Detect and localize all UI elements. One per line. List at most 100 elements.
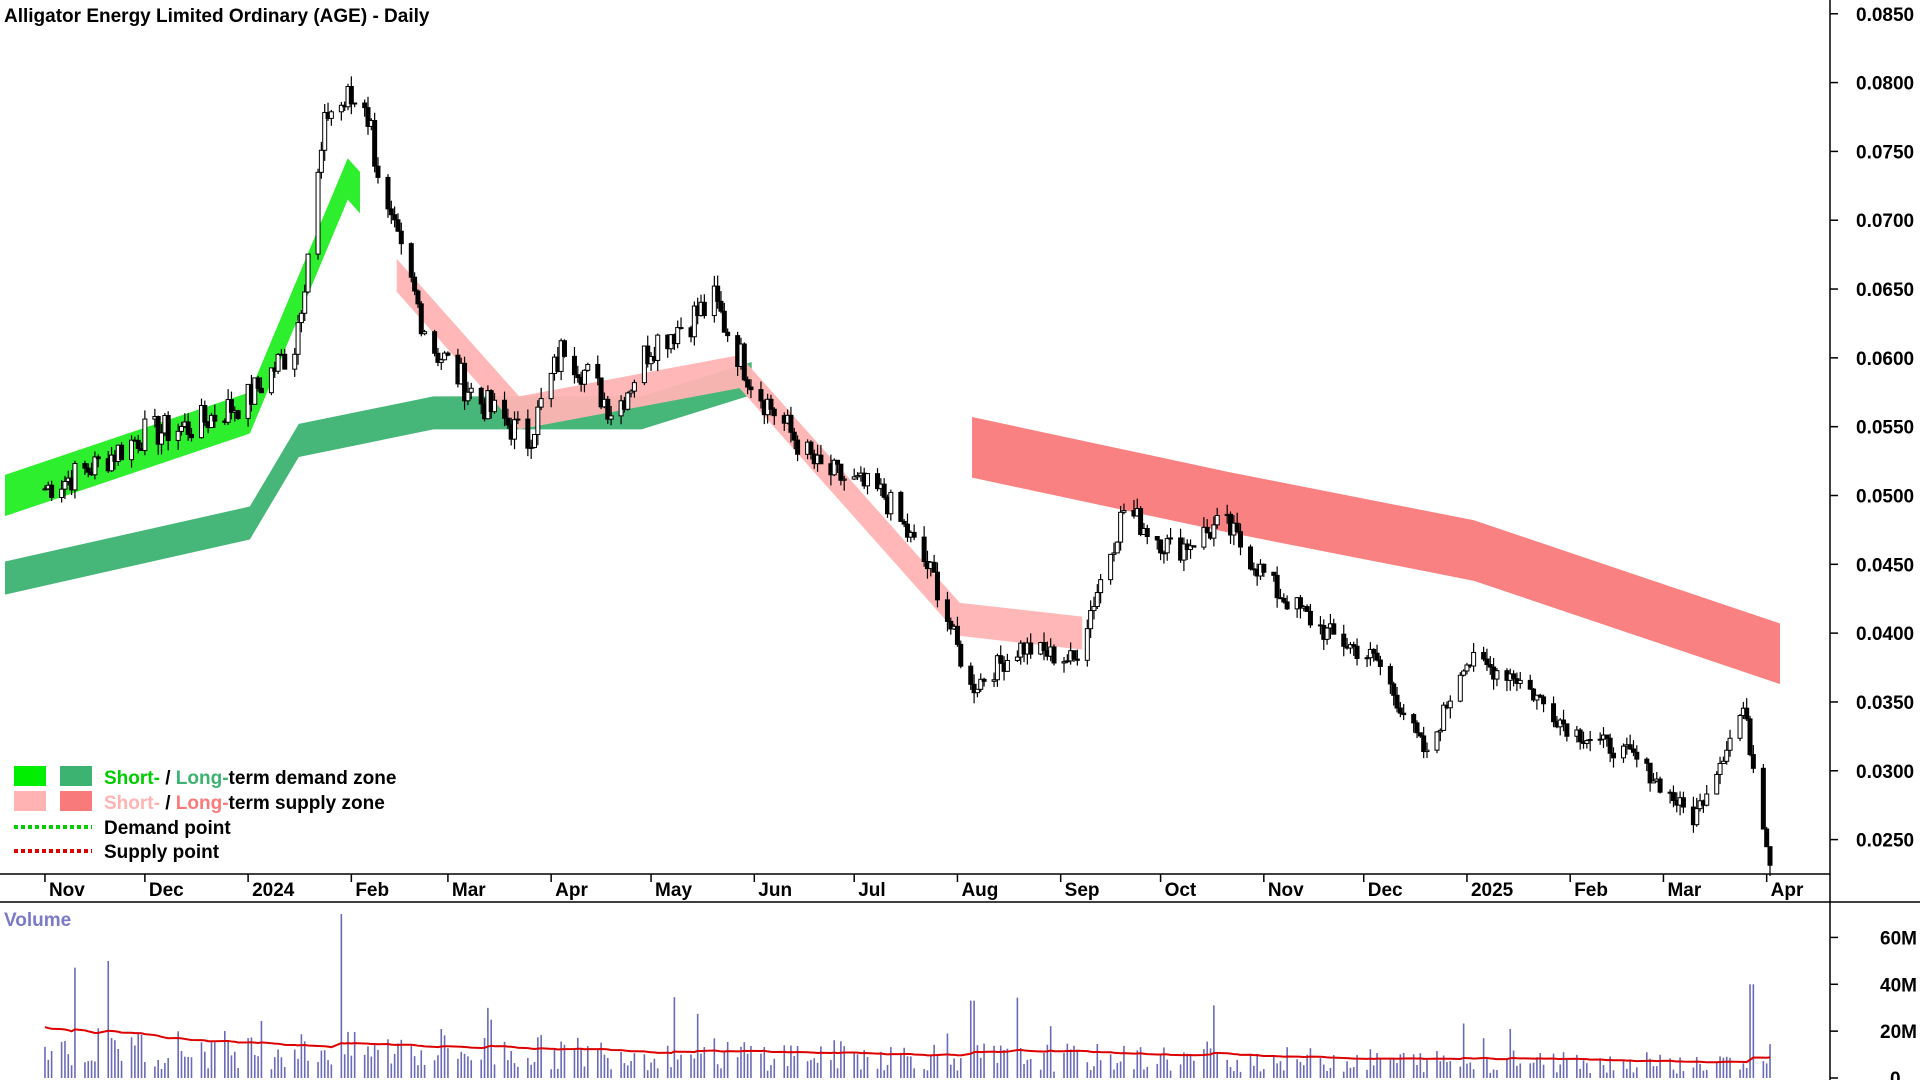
candle-body xyxy=(1214,515,1220,526)
candle-body xyxy=(1111,552,1117,555)
candle-body xyxy=(1724,749,1730,762)
candle-body xyxy=(1341,633,1347,647)
candle-body xyxy=(718,300,724,312)
candle-body xyxy=(1211,524,1217,539)
legend-demand-long: Long- xyxy=(176,768,229,789)
candle-body xyxy=(1098,579,1104,594)
candle-body xyxy=(1604,734,1610,739)
candle-body xyxy=(1680,797,1686,808)
zone-band xyxy=(396,258,1083,650)
candle-body xyxy=(655,334,661,361)
candle-body xyxy=(1694,808,1700,826)
price-tick-label: 0.0650 xyxy=(1856,280,1914,301)
candle-body xyxy=(1374,652,1380,661)
candle-body xyxy=(1577,729,1583,743)
candle-body xyxy=(362,102,368,109)
candle-body xyxy=(818,454,824,465)
candle-body xyxy=(398,230,404,245)
candle-body xyxy=(95,456,101,460)
candle-body xyxy=(944,599,950,622)
candle-body xyxy=(994,655,1000,681)
candle-body xyxy=(165,415,171,441)
candle-body xyxy=(645,345,651,365)
candle-body xyxy=(322,111,328,151)
candle-body xyxy=(305,253,311,293)
candle-body xyxy=(911,531,917,538)
candle-body xyxy=(838,463,844,481)
candle-body xyxy=(921,536,927,563)
legend-supply-short: Short- xyxy=(104,793,160,814)
candle-body xyxy=(851,476,857,480)
candle-body xyxy=(1607,737,1613,754)
candle-body xyxy=(791,431,797,441)
candle-body xyxy=(998,655,1004,664)
candle-body xyxy=(974,688,980,694)
candle-body xyxy=(1744,707,1750,720)
candle-body xyxy=(1750,754,1756,769)
price-tick-label: 0.0400 xyxy=(1856,624,1914,645)
candle-body xyxy=(1511,673,1517,680)
volume-axis: 60M 40M 20M 0 xyxy=(1830,928,1917,1080)
time-tick-label: Jun xyxy=(758,880,792,901)
candle-body xyxy=(268,367,274,394)
price-zone-bands xyxy=(5,158,1780,685)
candle-body xyxy=(1720,760,1726,764)
volume-tick-label: 20M xyxy=(1880,1022,1917,1043)
time-tick-label: 2025 xyxy=(1471,880,1514,901)
candle-body xyxy=(1437,729,1443,733)
candle-body xyxy=(1351,644,1357,647)
candle-body xyxy=(532,433,538,448)
price-tick-label: 0.0850 xyxy=(1856,5,1914,26)
legend-demand-suffix: term demand zone xyxy=(229,768,397,789)
candle-body xyxy=(1364,657,1370,660)
candle-body xyxy=(625,392,631,410)
candle-body xyxy=(1051,646,1057,664)
time-tick-label: 2024 xyxy=(252,880,295,901)
candle-body xyxy=(1297,597,1303,609)
candle-body xyxy=(1464,664,1470,672)
candle-body xyxy=(585,363,591,371)
price-tick-label: 0.0700 xyxy=(1856,211,1914,232)
candle-body xyxy=(62,481,68,490)
candle-body xyxy=(1154,536,1160,541)
candle-body xyxy=(1657,778,1663,793)
candle-body xyxy=(1481,651,1487,660)
candle-body xyxy=(135,439,141,449)
time-tick-label: Nov xyxy=(1268,880,1304,901)
candle-body xyxy=(175,430,181,441)
candle-body xyxy=(412,276,418,292)
candle-body xyxy=(968,665,974,685)
candle-body xyxy=(392,214,398,221)
candle-body xyxy=(631,382,637,392)
candle-body xyxy=(1484,658,1490,665)
candle-body xyxy=(1138,508,1144,536)
candle-body xyxy=(252,377,258,405)
candle-body xyxy=(1767,846,1773,866)
candle-body xyxy=(468,387,474,393)
candle-body xyxy=(855,475,861,478)
time-tick-label: Mar xyxy=(452,880,486,901)
candle-body xyxy=(628,390,634,394)
candle-body xyxy=(1551,703,1557,723)
candle-body xyxy=(1537,694,1543,698)
candle-body xyxy=(258,387,264,394)
candle-body xyxy=(1397,707,1403,714)
candle-body xyxy=(971,683,977,694)
candle-body xyxy=(1088,610,1094,630)
candle-body xyxy=(758,389,764,402)
candle-body xyxy=(1108,553,1114,581)
price-candles xyxy=(42,76,1773,877)
candle-body xyxy=(1717,762,1723,775)
candle-body xyxy=(1271,571,1277,576)
candle-body xyxy=(675,327,681,345)
price-tick-label: 0.0750 xyxy=(1856,142,1914,163)
candle-body xyxy=(188,433,194,439)
candle-body xyxy=(348,86,354,105)
candle-body xyxy=(1517,679,1523,684)
candle-body xyxy=(1168,537,1174,540)
candle-body xyxy=(1114,541,1120,554)
time-tick-label: May xyxy=(655,880,692,901)
candle-body xyxy=(841,478,847,481)
candle-body xyxy=(422,331,428,335)
